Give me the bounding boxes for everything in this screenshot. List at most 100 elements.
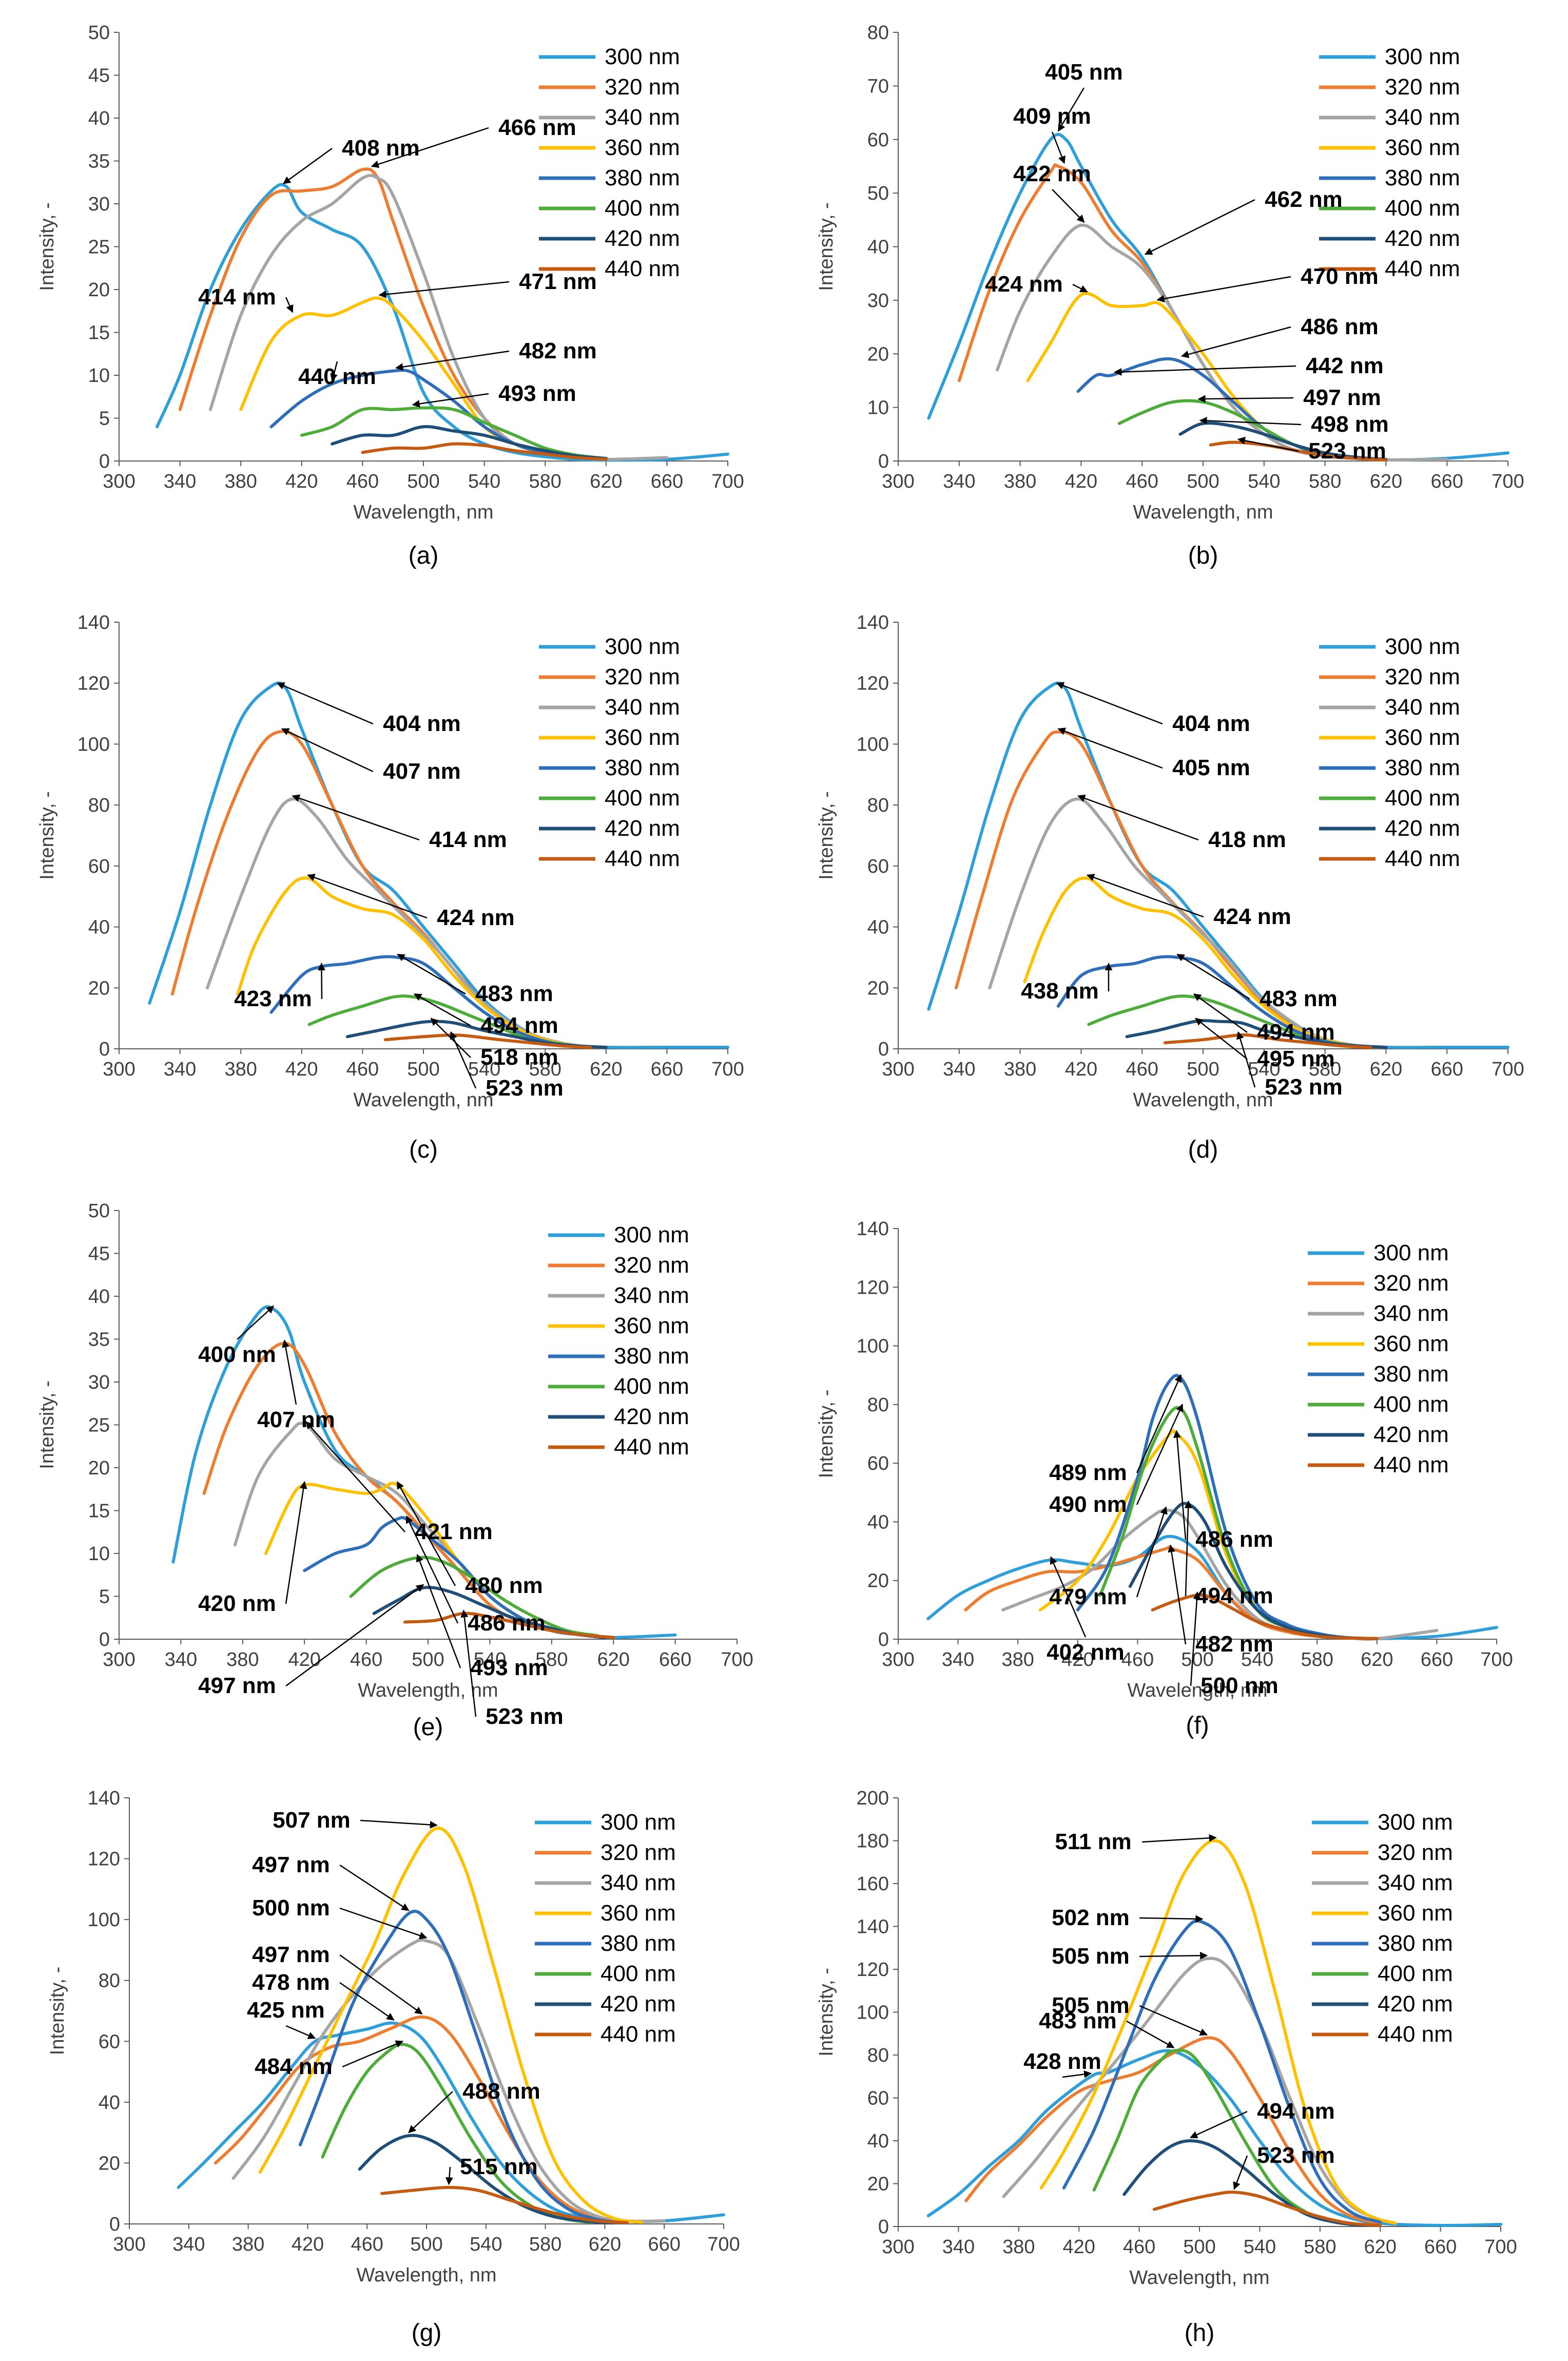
peak-label: 497 nm: [252, 1942, 330, 1967]
peak-arrow: [237, 1306, 275, 1340]
y-tick-label: 25: [88, 1415, 110, 1436]
series-line-360nm: [258, 1827, 644, 2224]
y-tick-label: 10: [88, 1543, 110, 1565]
panel-label: (f): [1186, 1712, 1209, 1739]
legend-label: 360 nm: [614, 1313, 689, 1338]
legend-label: 340 nm: [605, 105, 680, 130]
peak-label: 483 nm: [475, 981, 553, 1006]
y-tick-label: 120: [857, 1277, 889, 1298]
peak-label: 505 nm: [1052, 1993, 1130, 2018]
peak-label: 493 nm: [470, 1655, 548, 1680]
x-tick-label: 300: [103, 1059, 135, 1080]
legend-label: 420 nm: [1385, 816, 1460, 841]
y-tick-label: 30: [867, 290, 889, 312]
peak-arrow: [339, 1982, 395, 2021]
legend-label: 320 nm: [1385, 664, 1460, 689]
legend-label: 380 nm: [1385, 755, 1460, 780]
legend-label: 420 nm: [1385, 226, 1460, 251]
x-tick-label: 540: [468, 1059, 500, 1080]
chart-panel-5: 0 5 10 15 20 25 30 35 40 45 50 300 340 380 420 460 500 54…: [36, 1200, 753, 1741]
series-line-380nm: [269, 369, 608, 461]
peak-label: 484 nm: [255, 2054, 333, 2079]
peak-label: 405 nm: [1172, 755, 1250, 780]
peak-arrow: [281, 728, 374, 773]
peak-arrow: [342, 2040, 404, 2068]
legend-label: 300 nm: [1373, 1240, 1449, 1265]
peak-arrow: [1236, 1031, 1256, 1088]
chart-panel-7: 0 20 40 60 80 100 120 140 300 340 380 420 460 500 540 5…: [47, 1788, 740, 2347]
x-tick-label: 420: [1065, 1059, 1097, 1080]
y-tick-label: 60: [867, 1453, 889, 1474]
peak-arrow: [317, 963, 325, 1000]
x-tick-label: 580: [1304, 2236, 1336, 2258]
legend-label: 360 nm: [601, 1901, 676, 1926]
peak-arrow: [1176, 953, 1250, 1000]
y-tick-label: 0: [878, 2216, 889, 2238]
x-tick-label: 340: [165, 1649, 197, 1671]
x-axis-label: Wavelength, nm: [356, 2264, 496, 2286]
peak-label: 483 nm: [1039, 2008, 1117, 2033]
x-axis-label: Wavelength, nm: [1133, 1089, 1273, 1111]
peak-arrow: [292, 794, 420, 841]
y-tick-label: 120: [857, 1959, 889, 1981]
peak-arrow: [396, 1481, 456, 1586]
y-tick-label: 10: [867, 397, 889, 419]
legend-label: 320 nm: [614, 1253, 689, 1278]
peak-arrow: [1197, 395, 1294, 403]
chart-panel-2: 0 10 20 30 40 50 60 70 80 300 340 380 420 460 500 540 58…: [816, 22, 1524, 569]
x-tick-label: 540: [468, 471, 500, 492]
x-tick-label: 380: [224, 1059, 257, 1080]
peak-arrow: [1056, 682, 1163, 725]
legend-label: 400 nm: [614, 1374, 689, 1399]
peak-label: 505 nm: [1052, 1944, 1130, 1969]
x-tick-label: 540: [1244, 2236, 1276, 2258]
peak-label: 494 nm: [480, 1013, 558, 1038]
y-tick-label: 0: [99, 451, 110, 472]
peak-label: 405 nm: [1045, 60, 1123, 85]
legend-label: 440 nm: [1373, 1452, 1449, 1477]
legend-label: 320 nm: [1385, 74, 1460, 100]
y-tick-label: 140: [88, 1788, 120, 1809]
x-tick-label: 460: [346, 471, 379, 492]
series-line-380nm: [298, 1910, 629, 2225]
y-tick-label: 80: [88, 795, 110, 816]
peak-arrow: [282, 1339, 297, 1405]
y-tick-label: 120: [88, 1849, 120, 1870]
legend-label: 440 nm: [605, 256, 680, 281]
x-tick-label: 380: [224, 471, 257, 492]
peak-arrow: [1136, 1374, 1182, 1473]
peak-label: 424 nm: [1213, 904, 1291, 929]
y-tick-label: 25: [88, 237, 110, 258]
peak-arrow: [416, 1553, 461, 1668]
y-tick-label: 40: [88, 1286, 110, 1308]
peak-arrow: [276, 682, 374, 725]
peak-arrow: [285, 1584, 424, 1687]
x-tick-label: 420: [285, 471, 318, 492]
peak-label: 494 nm: [1257, 1020, 1335, 1045]
panel-label: (b): [1188, 542, 1218, 569]
peak-label: 486 nm: [1301, 314, 1379, 339]
x-tick-label: 500: [407, 471, 439, 492]
peak-label: 422 nm: [1013, 161, 1091, 186]
x-tick-label: 660: [651, 1059, 683, 1080]
y-tick-label: 100: [857, 2002, 889, 2024]
peak-label: 470 nm: [1301, 264, 1379, 289]
peak-label: 402 nm: [1047, 1640, 1125, 1665]
legend-label: 440 nm: [1378, 2022, 1453, 2047]
peak-label: 407 nm: [257, 1407, 335, 1432]
y-tick-label: 60: [867, 2088, 889, 2109]
peak-label: 438 nm: [1021, 978, 1099, 1004]
series-line-440nm: [1151, 1594, 1379, 1640]
legend-label: 340 nm: [1378, 1870, 1453, 1895]
y-tick-label: 140: [78, 612, 110, 634]
x-axis-label: Wavelength, nm: [358, 1680, 498, 1701]
series-line-420nm: [358, 2134, 614, 2225]
peak-arrow: [412, 393, 489, 408]
series-line-320nm: [214, 2015, 629, 2224]
y-tick-label: 0: [99, 1039, 110, 1060]
x-tick-label: 340: [943, 1059, 975, 1080]
legend-label: 320 nm: [605, 74, 680, 100]
peak-label: 428 nm: [1023, 2049, 1101, 2074]
y-tick-label: 0: [878, 451, 889, 472]
peak-label: 480 nm: [465, 1573, 543, 1598]
